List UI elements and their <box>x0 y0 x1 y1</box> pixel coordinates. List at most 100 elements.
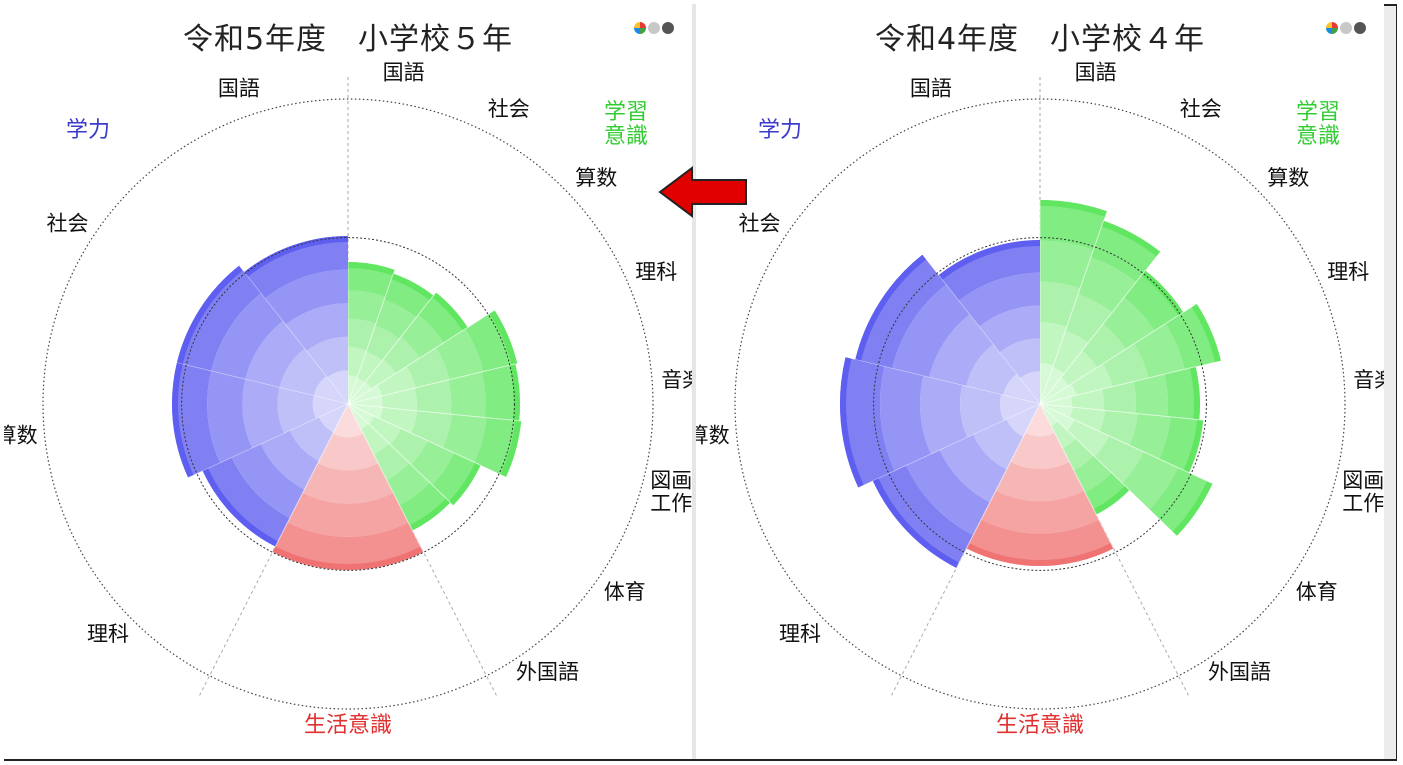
life-sector-band <box>1025 404 1055 437</box>
attitude-sector-band <box>386 463 430 506</box>
sector-separator <box>347 273 394 405</box>
gray-circle-icon[interactable] <box>1340 22 1352 34</box>
academic-sector-rim <box>202 468 279 547</box>
academic-sector-band <box>243 236 348 299</box>
attitude-sector-band <box>390 428 428 465</box>
academic-sector-band <box>207 371 253 463</box>
attitude-category-label: 社会 <box>488 97 530 121</box>
academic-sector-band <box>1006 404 1040 437</box>
life-sector-band <box>287 492 409 537</box>
sector-separator <box>347 403 451 503</box>
dark-circle-icon[interactable] <box>1354 22 1366 34</box>
attitude-sector-rim <box>409 498 451 531</box>
attitude-category-label: 国語 <box>383 61 425 85</box>
attitude-sector-band <box>442 414 487 463</box>
sector-separator <box>347 403 522 422</box>
academic-sector-band <box>289 417 334 462</box>
attitude-sector-band <box>377 366 416 396</box>
attitude-sector-band <box>348 381 372 404</box>
academic-sector-band <box>202 457 290 547</box>
attitude-group-label: 学習意識 <box>604 100 648 149</box>
attitude-sector-band <box>348 385 382 404</box>
attitude-sector-rim <box>489 310 518 365</box>
attitude-sector-band <box>1102 381 1137 414</box>
attitude-sector-band <box>1061 350 1098 386</box>
academic-sector-band <box>979 305 1040 353</box>
sector-separator <box>1039 403 1114 549</box>
attitude-sector-band <box>1071 389 1104 411</box>
academic-sector-band <box>960 385 1004 438</box>
academic-sector-band <box>242 379 285 449</box>
attitude-sector-band <box>1067 419 1110 457</box>
attitude-sector-band <box>1124 270 1184 331</box>
academic-category-label: 理科 <box>779 622 821 646</box>
sector-separator <box>956 403 1041 569</box>
attitude-sector-rim <box>348 262 395 276</box>
academic-sector-rim <box>938 240 1040 280</box>
academic-sector-band <box>1003 374 1040 404</box>
academic-group-label: 学力 <box>66 118 110 143</box>
sector-separator <box>347 309 495 405</box>
academic-sector-band <box>872 465 974 568</box>
attitude-sector-band <box>1051 421 1076 449</box>
academic-sector-band <box>260 430 319 490</box>
attitude-sector-band <box>1040 281 1081 327</box>
life-sector-band <box>302 463 394 504</box>
polar-chart-left: 国語社会算数理科音楽図画工作体育外国語国語社会算数理科学力学習意識生活意識 <box>4 61 692 738</box>
attitude-category-label: 音楽 <box>1353 368 1384 392</box>
attitude-sector-band <box>1094 435 1144 484</box>
attitude-sector-band <box>1065 294 1113 344</box>
attitude-sector-band <box>399 482 451 531</box>
attitude-sector-band <box>1040 367 1065 404</box>
life-group-label: 生活意識 <box>304 713 392 738</box>
palette-switcher[interactable] <box>634 22 674 34</box>
color-circle-icon[interactable] <box>1326 22 1338 34</box>
academic-sector-band <box>231 444 305 519</box>
academic-sector-band <box>312 395 348 419</box>
attitude-sector-band <box>348 404 375 425</box>
academic-sector-band <box>855 254 946 369</box>
attitude-category-label: 外国語 <box>1208 660 1271 684</box>
attitude-sector-rim <box>1093 485 1130 515</box>
attitude-sector-band <box>1040 240 1094 289</box>
attitude-sector-band <box>1133 374 1168 417</box>
attitude-sector-band <box>1082 323 1126 368</box>
academic-sector-band <box>245 321 305 388</box>
academic-category-label: 算数 <box>4 424 38 448</box>
gray-circle-icon[interactable] <box>648 22 660 34</box>
attitude-category-label: 外国語 <box>516 660 579 684</box>
attitude-category-label: 算数 <box>1267 166 1309 190</box>
palette-switcher[interactable] <box>1326 22 1366 34</box>
reference-ring <box>873 237 1207 571</box>
attitude-sector-band <box>1102 343 1149 387</box>
sector-separator <box>1039 366 1196 405</box>
attitude-sector-rim <box>1189 366 1201 420</box>
academic-sector-band <box>211 293 283 380</box>
academic-group-label: 学力 <box>758 118 802 143</box>
academic-sector-rim <box>176 265 243 365</box>
scrollbar[interactable] <box>1384 6 1396 759</box>
color-circle-icon[interactable] <box>634 22 646 34</box>
attitude-sector-band <box>1078 257 1137 313</box>
academic-sector-band <box>285 303 348 352</box>
attitude-sector-band <box>411 440 455 485</box>
attitude-sector-band <box>418 292 468 343</box>
attitude-category-label: 社会 <box>1180 97 1222 121</box>
life-sector-band <box>317 433 379 471</box>
life-sector-band <box>332 404 364 438</box>
attitude-sector-band <box>1040 404 1058 427</box>
academic-category-label: 理科 <box>87 622 129 646</box>
dark-circle-icon[interactable] <box>662 22 674 34</box>
attitude-sector-band <box>1062 438 1094 471</box>
attitude-category-label: 図画工作 <box>650 468 692 515</box>
sector-separator <box>347 403 424 553</box>
academic-sector-band <box>176 265 261 372</box>
attitude-sector-band <box>383 337 420 374</box>
reference-ring <box>181 237 515 571</box>
attitude-sector-band <box>1040 383 1077 404</box>
academic-sector-band <box>279 348 327 396</box>
attitude-sector-band <box>481 363 520 421</box>
attitude-sector-rim <box>1172 481 1213 536</box>
attitude-category-label: 算数 <box>575 166 617 190</box>
attitude-sector-rim <box>448 462 481 506</box>
